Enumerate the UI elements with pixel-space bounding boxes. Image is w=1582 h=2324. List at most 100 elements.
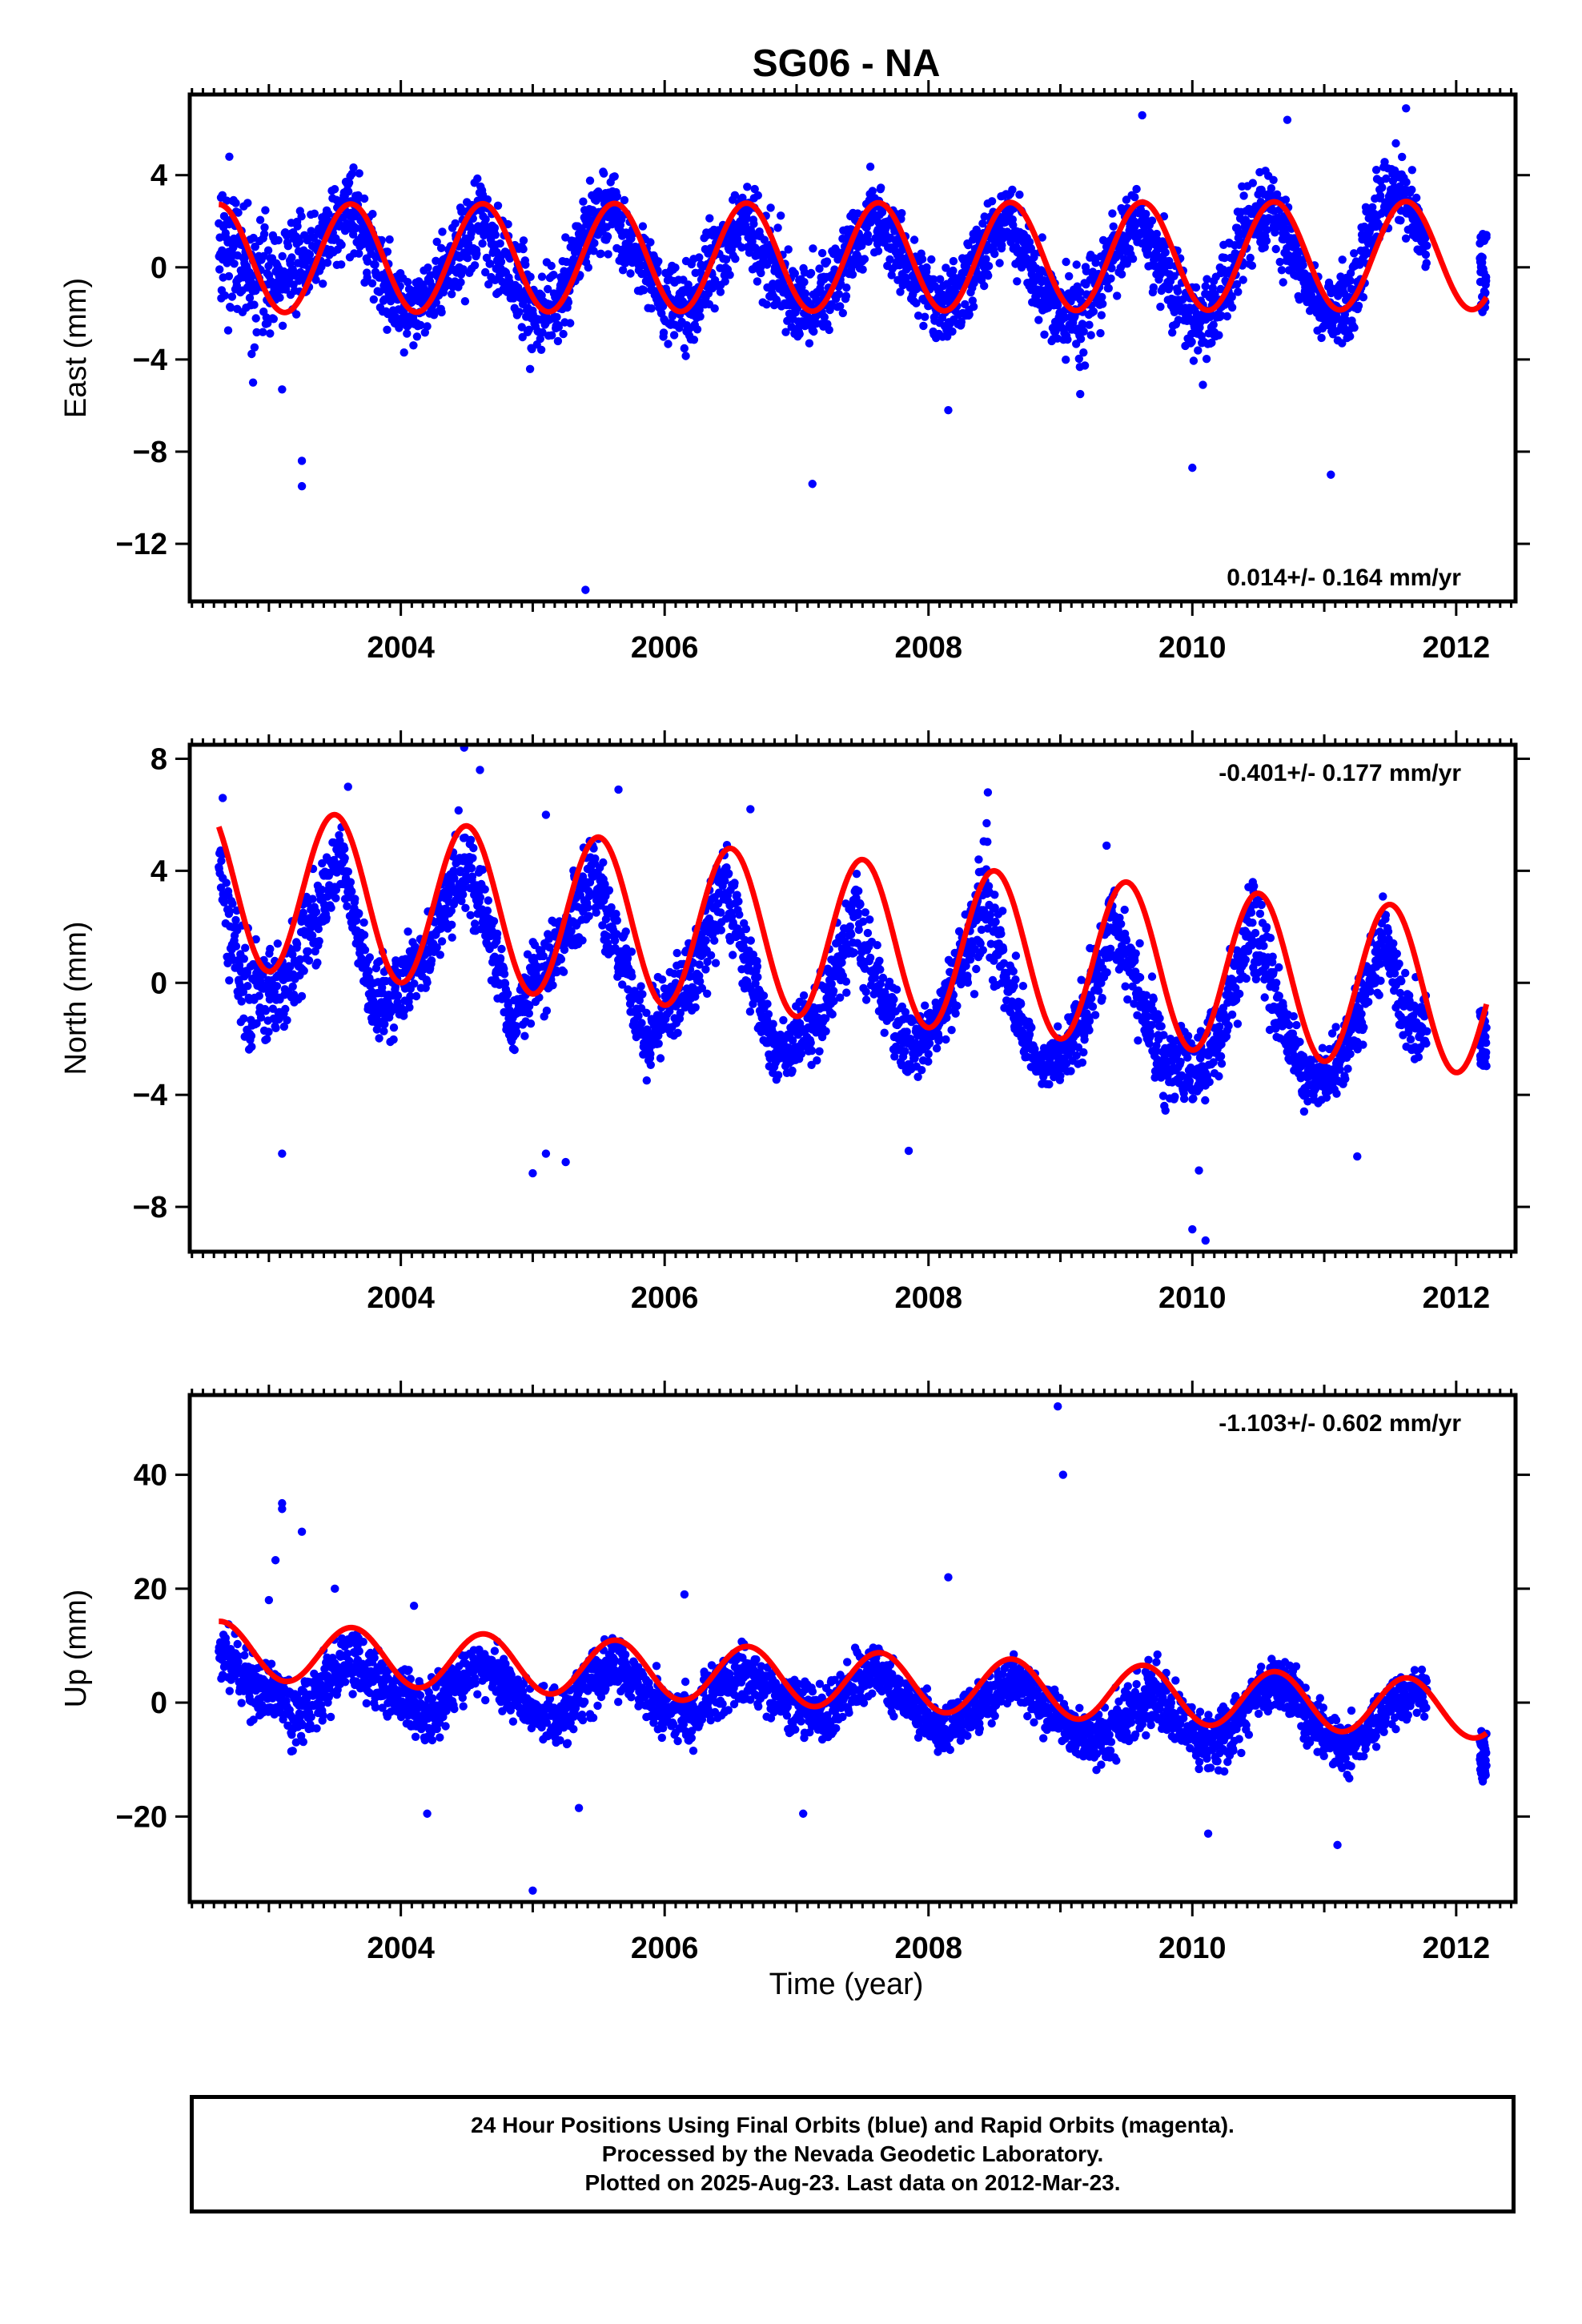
- position-point: [226, 304, 235, 312]
- position-point: [271, 1023, 280, 1033]
- position-point: [481, 267, 490, 277]
- position-point: [716, 287, 725, 296]
- position-point: [1096, 328, 1105, 338]
- position-point: [436, 951, 444, 959]
- position-point: [319, 279, 327, 288]
- position-point: [367, 279, 377, 287]
- position-point: [909, 235, 919, 244]
- outlier-point: [1199, 380, 1207, 389]
- position-point: [251, 935, 260, 944]
- position-point: [1398, 152, 1407, 162]
- position-point: [1076, 287, 1085, 296]
- position-point: [520, 1031, 529, 1040]
- x-tick-label: 2012: [1423, 631, 1491, 665]
- position-point: [1107, 263, 1116, 273]
- position-point: [344, 179, 354, 187]
- position-point: [1106, 274, 1115, 283]
- position-point: [636, 982, 645, 991]
- position-point: [766, 203, 775, 212]
- position-point: [275, 293, 284, 302]
- position-point: [711, 959, 721, 967]
- position-point: [466, 911, 475, 920]
- position-point: [646, 1049, 655, 1059]
- position-point: [266, 329, 275, 338]
- position-point: [590, 239, 599, 247]
- y-axis-label: East (mm): [59, 278, 93, 418]
- outlier-point: [1327, 470, 1335, 479]
- position-point: [1194, 346, 1203, 355]
- position-point: [1207, 338, 1216, 348]
- position-point: [584, 911, 593, 921]
- position-point: [1122, 259, 1132, 268]
- position-point: [223, 326, 233, 335]
- position-point: [524, 325, 533, 334]
- outlier-point: [1402, 104, 1411, 113]
- position-point: [292, 310, 301, 319]
- position-point: [255, 215, 265, 224]
- position-point: [730, 879, 739, 887]
- position-point: [978, 219, 987, 228]
- position-point: [481, 215, 490, 224]
- position-point: [409, 341, 418, 350]
- position-point: [703, 989, 712, 999]
- position-point: [701, 936, 710, 945]
- position-point: [404, 927, 412, 936]
- position-point: [355, 169, 363, 178]
- position-point: [734, 897, 743, 906]
- position-point: [1089, 307, 1098, 316]
- position-point: [263, 319, 272, 328]
- position-point: [504, 219, 512, 229]
- position-point: [241, 943, 250, 952]
- position-point: [323, 258, 332, 267]
- position-point: [1168, 328, 1177, 337]
- position-point: [412, 332, 422, 341]
- position-point: [797, 1049, 806, 1059]
- outlier-point: [297, 456, 307, 465]
- position-point: [596, 249, 605, 258]
- position-point: [231, 199, 240, 207]
- position-point: [459, 890, 468, 899]
- position-point: [1354, 301, 1363, 311]
- position-point: [691, 1003, 700, 1012]
- position-point: [750, 184, 759, 194]
- position-point: [1203, 275, 1211, 283]
- position-point: [295, 237, 304, 246]
- position-point: [307, 227, 315, 235]
- position-point: [1216, 284, 1225, 294]
- position-point: [351, 223, 360, 233]
- position-point: [330, 185, 339, 194]
- position-point: [232, 281, 241, 290]
- position-point: [664, 340, 673, 348]
- position-point: [247, 1031, 256, 1040]
- position-point: [1317, 333, 1326, 343]
- position-point: [705, 214, 714, 223]
- position-point: [239, 955, 248, 963]
- position-point: [1478, 253, 1487, 262]
- position-point: [753, 962, 762, 971]
- position-point: [773, 296, 781, 305]
- position-point: [288, 950, 297, 959]
- position-point: [1271, 244, 1280, 254]
- position-point: [1277, 266, 1287, 275]
- position-point: [760, 235, 769, 244]
- position-point: [1122, 195, 1131, 204]
- position-point: [1152, 229, 1162, 239]
- position-point: [763, 999, 772, 1008]
- position-point: [868, 187, 877, 195]
- position-point: [247, 1042, 256, 1051]
- position-point: [1098, 292, 1106, 302]
- position-point: [1260, 243, 1269, 251]
- figure-title: SG06 - NA: [753, 42, 941, 85]
- position-point: [787, 323, 796, 332]
- position-point: [1248, 179, 1258, 187]
- position-point: [585, 176, 595, 185]
- position-point: [537, 272, 547, 281]
- position-point: [836, 302, 845, 311]
- position-point: [640, 286, 648, 295]
- position-point: [647, 304, 656, 313]
- position-point: [1147, 216, 1157, 225]
- position-point: [1062, 356, 1070, 364]
- position-point: [517, 323, 526, 332]
- position-point: [1080, 361, 1090, 370]
